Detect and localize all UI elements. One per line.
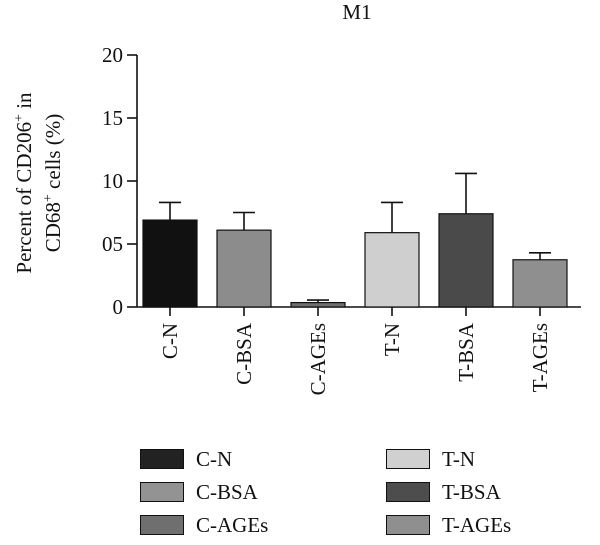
bar-t-n [364,232,420,308]
legend-item-t-n: T-N [386,446,476,471]
legend-swatch [386,449,430,469]
legend-label: T-AGEs [442,512,512,537]
legend-label: C-N [196,446,233,471]
y-tick-label: 05 [102,232,123,256]
x-tick-label: C-AGEs [306,323,330,395]
legend-swatch [140,449,184,469]
bar-t-ages [512,259,568,308]
x-tick-label: T-AGEs [528,323,552,392]
bars [142,172,568,308]
y-axis-label-line-2: CD68+ cells (%) [41,114,65,253]
y-axis-ticks: 0 05 10 15 20 [102,43,137,319]
legend-label: T-BSA [442,479,501,504]
y-tick-label: 0 [113,295,124,319]
legend-label: C-AGEs [196,512,269,537]
legend-label: T-N [442,446,476,471]
bar-c-ages [290,301,346,308]
y-tick-label: 15 [102,106,123,130]
legend-item-c-bsa: C-BSA [140,479,258,504]
legend-swatch [386,515,430,535]
x-tick-label: C-N [158,323,182,359]
legend: C-N T-N C-BSA T-BSA C-AGEs T-AGEs [140,446,560,540]
legend-item-c-n: C-N [140,446,233,471]
y-tick-label: 20 [102,43,123,67]
legend-item-t-bsa: T-BSA [386,479,501,504]
legend-swatch [140,482,184,502]
y-axis-label-line-1: Percent of CD206+ in [12,92,36,274]
chart-title: M1 [342,0,371,24]
x-tick-label: T-BSA [454,322,478,382]
x-tick-label: C-BSA [232,322,256,385]
x-axis-ticks: C-N C-BSA C-AGEs T-N T-BSA T-AGEs [158,307,552,395]
legend-label: C-BSA [196,479,258,504]
x-tick-label: T-N [380,323,404,356]
legend-swatch [140,515,184,535]
bar-c-bsa [216,229,272,308]
legend-swatch [386,482,430,502]
legend-item-c-ages: C-AGEs [140,512,269,537]
bar-t-bsa [438,213,494,308]
y-tick-label: 10 [102,169,123,193]
bar-c-n [142,219,198,308]
legend-item-t-ages: T-AGEs [386,512,512,537]
